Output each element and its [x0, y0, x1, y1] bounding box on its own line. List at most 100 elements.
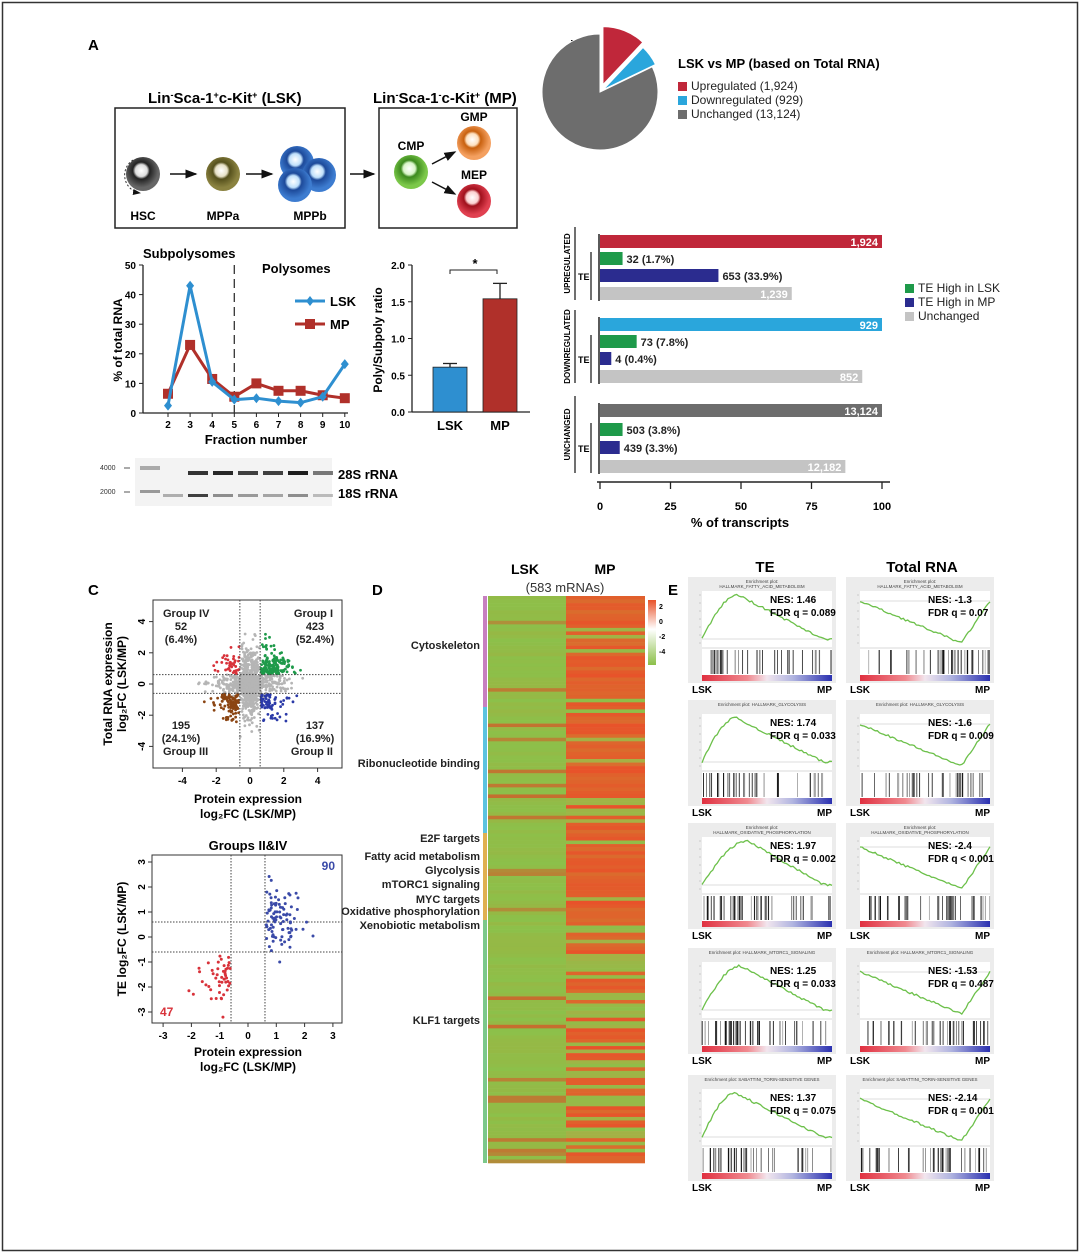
x-axis-label: Protein expression	[194, 1045, 302, 1059]
heatmap-cell-mp	[566, 978, 645, 983]
plot-title: Enrichment plot:	[746, 825, 779, 830]
heatmap-cell-mp	[566, 649, 645, 653]
heatmap-cell-lsk	[488, 705, 566, 710]
x-tick-label: 25	[664, 501, 676, 513]
data-point-group-ii	[271, 716, 274, 720]
data-point-group-ii	[273, 702, 277, 706]
heatmap-cell-mp	[566, 797, 645, 802]
data-point-group-i	[285, 670, 289, 674]
data-point-unchanged	[245, 649, 249, 653]
axis-end-label-mp: MP	[817, 931, 832, 942]
heatmap-cell-lsk	[488, 875, 566, 880]
data-point-unchanged	[197, 682, 200, 686]
axis-end-label-mp: MP	[817, 1183, 832, 1194]
data-point-group-iv	[224, 657, 227, 661]
band-28s	[213, 471, 233, 475]
heatmap-cell-mp	[566, 1028, 645, 1033]
heatmap-cell-lsk	[488, 787, 566, 792]
y-tick-label: -4	[137, 742, 148, 751]
data-point-unchanged	[281, 686, 285, 690]
data-point-unchanged	[250, 713, 254, 717]
fdr-value: FDR q = 0.075	[770, 1106, 836, 1117]
data-point-group-i	[281, 670, 284, 674]
data-point-unchanged	[256, 676, 260, 680]
bar-label: 13,124	[844, 406, 879, 418]
heatmap-cell-lsk	[488, 936, 566, 941]
heatmap-cell-mp	[566, 822, 645, 827]
enrichment-score-curve	[859, 1097, 991, 1141]
x-tick-label: LSK	[437, 418, 464, 433]
heatmap-cell-mp	[566, 1074, 645, 1079]
heatmap-cell-mp	[566, 815, 645, 820]
heatmap-cell-mp	[566, 1067, 645, 1072]
data-point-group-ii	[260, 705, 264, 709]
category-label: Ribonucleotide binding	[358, 758, 480, 770]
y-tick-label: -2	[137, 710, 148, 719]
plot-area	[702, 591, 832, 647]
data-point-group-iv	[216, 960, 220, 964]
heatmap-cell-mp	[566, 705, 645, 710]
data-point-group-iv	[232, 654, 236, 658]
heatmap-cell-lsk	[488, 1124, 566, 1128]
heatmap-cell-mp	[566, 794, 645, 799]
data-point-unchanged	[251, 654, 255, 657]
enrichment-plot: Enrichment plot:HALLMARK_FATTY_ACID_META…	[846, 577, 994, 696]
legend-swatch	[678, 82, 687, 91]
band-18s	[213, 494, 233, 497]
data-point-unchanged	[253, 664, 257, 667]
heatmap-cell-lsk	[488, 975, 566, 980]
y-tick-label: 20	[125, 350, 137, 361]
data-point-unchanged	[256, 656, 260, 660]
heatmap-cell-lsk	[488, 996, 566, 1001]
data-point-unchanged	[243, 719, 247, 723]
heatmap-cell-lsk	[488, 727, 566, 731]
heatmap-cell-mp	[566, 642, 645, 646]
data-point-group-i	[273, 660, 277, 664]
data-point-group-ii	[285, 918, 289, 922]
data-point-group-ii	[288, 913, 292, 917]
data-point-group-iii	[229, 695, 233, 699]
data-point-mp	[251, 378, 262, 389]
heatmap-cell-lsk	[488, 720, 566, 724]
cell-label-cmp: CMP	[398, 139, 425, 153]
data-point-unchanged	[251, 687, 255, 691]
bar-label: 852	[840, 372, 858, 384]
data-point-unchanged	[250, 703, 254, 707]
data-point-lsk	[318, 391, 327, 402]
heatmap-cell-mp	[566, 865, 645, 870]
heatmap-cell-lsk	[488, 1049, 566, 1054]
category-label: Fatty acid metabolism	[364, 851, 480, 863]
heatmap-cell-lsk	[488, 1148, 566, 1153]
data-point-unchanged	[277, 678, 281, 682]
bar	[600, 287, 792, 300]
data-point-group-ii	[281, 906, 285, 910]
data-point-group-ii	[273, 697, 277, 701]
data-point-group-i	[272, 644, 276, 647]
y-tick-label: 4	[137, 618, 148, 624]
data-point-group-iv	[217, 991, 221, 995]
heatmap-cell-mp	[566, 946, 645, 951]
data-point-unchanged	[217, 684, 221, 687]
group-percent: (52.4%)	[296, 634, 335, 646]
heatmap-cell-lsk	[488, 1106, 566, 1111]
heatmap-cell-lsk	[488, 890, 566, 894]
heatmap-cell-lsk	[488, 670, 566, 675]
data-point-unchanged	[284, 687, 287, 691]
category-label: Glycolysis	[425, 865, 480, 877]
nes-value: NES: -1.6	[928, 718, 972, 729]
data-point-group-ii	[279, 705, 282, 709]
x-tick-label: -1	[215, 1031, 224, 1042]
data-point-group-iii	[229, 710, 233, 714]
lsk-box	[114, 107, 346, 229]
data-point-unchanged	[283, 681, 286, 685]
heatmap-cell-mp	[566, 999, 645, 1004]
x-tick-label: 2	[165, 420, 171, 431]
data-point-unchanged	[235, 674, 238, 678]
data-point-group-ii	[267, 875, 271, 879]
enrichment-score-curve	[859, 970, 991, 1016]
data-point-unchanged	[251, 696, 255, 700]
heatmap-cell-mp	[566, 900, 645, 905]
annotation-polysomes: Polysomes	[262, 261, 331, 276]
enrichment-plot: Enrichment plot:HALLMARK_FATTY_ACID_META…	[688, 577, 836, 696]
